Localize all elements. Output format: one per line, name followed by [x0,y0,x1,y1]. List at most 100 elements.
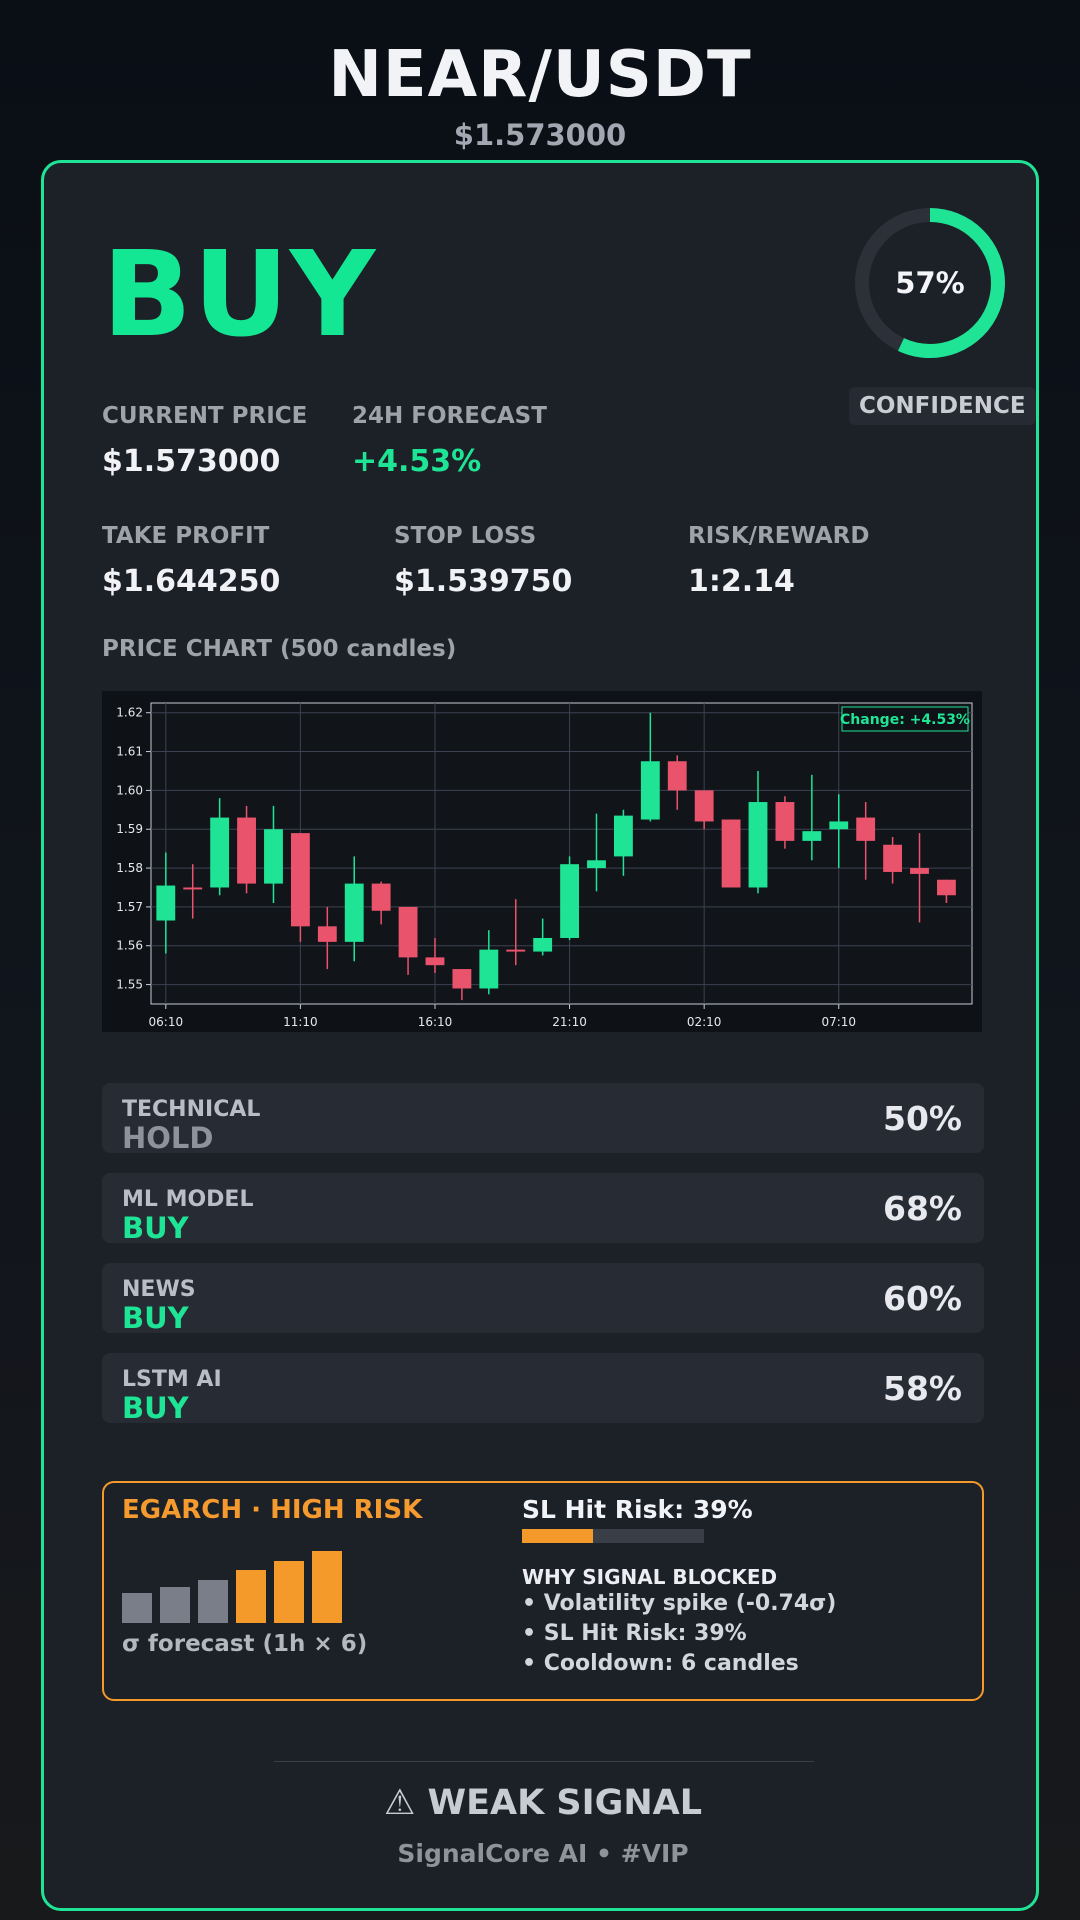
y-tick-label: 1.59 [116,822,143,836]
risk-reward-label: RISK/REWARD [688,523,870,549]
component-label: LSTM AI [122,1367,222,1392]
why-blocked-item: • SL Hit Risk: 39% [522,1621,747,1646]
x-tick-label: 16:10 [418,1015,453,1029]
component-signal: BUY [122,1301,189,1335]
signal-card: BUY 57% CONFIDENCE CURRENT PRICE $1.5730… [41,160,1039,1911]
x-tick-label: 11:10 [283,1015,318,1029]
confidence-label: CONFIDENCE [849,387,1036,425]
x-tick-label: 21:10 [552,1015,587,1029]
x-tick-label: 02:10 [687,1015,722,1029]
component-lstm-ai: LSTM AI BUY 58% [102,1353,984,1425]
change-annotation-box [841,706,969,732]
forecast-value: +4.53% [352,444,482,479]
risk-panel: EGARCH · HIGH RISK σ forecast (1h × 6) S… [102,1481,984,1701]
candle-body [560,864,579,938]
current-price-value: $1.573000 [102,444,281,479]
sl-hit-risk-bar [522,1529,704,1543]
candle-body [667,761,687,791]
brand-footer: SignalCore AI • #VIP [397,1839,689,1868]
candle-body [506,949,526,952]
sl-hit-risk-title: SL Hit Risk: 39% [522,1495,753,1524]
component-news: NEWS BUY 60% [102,1263,984,1335]
candlestick-chart: 1.55 1.56 1.57 1.58 1.59 1.60 1.61 1.62 06:10 11:… [116,702,973,1029]
candle-body [640,761,660,820]
stop-loss-value: $1.539750 [394,564,573,599]
confidence-value: 57% [895,266,965,300]
candle-body [452,969,472,989]
component-ml-model: ML MODEL BUY 68% [102,1173,984,1245]
candle-body [721,819,741,888]
risk-reward-value: 1:2.14 [688,564,795,599]
sigma-forecast-label: σ forecast (1h × 6) [122,1631,368,1657]
candle-body [237,817,256,884]
price-chart: 1.55 1.56 1.57 1.58 1.59 1.60 1.61 1.62 06:10 11:… [102,691,982,1032]
candle-body [587,860,606,869]
candle-body [910,868,929,874]
sl-hit-risk-fill [522,1529,593,1543]
sigma-forecast-bar [236,1569,266,1623]
component-pct: 58% [883,1369,962,1408]
candle-body [425,957,445,966]
candle-body [533,937,553,952]
y-tick-label: 1.58 [116,861,143,875]
candle-body [264,829,283,884]
chart-title: PRICE CHART (500 candles) [102,636,457,662]
component-pct: 60% [883,1279,962,1318]
x-tick-label: 07:10 [821,1015,856,1029]
candle-body [290,833,310,927]
forecast-label: 24H FORECAST [352,403,547,429]
pair-title: NEAR/USDT [328,38,752,112]
candle-body [613,815,633,857]
signal-action: BUY [102,225,377,363]
component-label: NEWS [122,1277,196,1302]
candle-body [883,844,903,872]
candle-body [937,879,956,896]
candle-body [210,817,230,888]
candle-body [479,949,499,989]
candle-body [775,802,795,841]
current-price-label: CURRENT PRICE [102,403,308,429]
component-signal: BUY [122,1391,189,1425]
candle-body [829,821,849,830]
candle-body [694,790,714,822]
sigma-forecast-bar [122,1592,152,1623]
why-blocked-item: • Volatility spike (-0.74σ) [522,1591,837,1616]
candle-body [156,885,176,921]
candle-body [802,831,822,841]
component-pct: 50% [883,1099,962,1138]
component-technical: TECHNICAL HOLD 50% [102,1083,984,1155]
risk-title: EGARCH · HIGH RISK [122,1495,423,1525]
sigma-forecast-bars [122,1551,342,1623]
component-signal: BUY [122,1211,189,1245]
pair-price: $1.573000 [453,118,627,152]
sigma-forecast-bar [312,1551,342,1623]
component-pct: 68% [883,1189,962,1228]
sigma-forecast-bar [198,1579,228,1623]
change-annotation: Change: +4.53% [840,712,970,728]
candle-body [371,883,391,911]
candle-body [398,906,418,958]
take-profit-value: $1.644250 [102,564,281,599]
x-tick-label: 06:10 [149,1015,184,1029]
component-signal: HOLD [122,1121,214,1155]
footer-divider [274,1761,814,1762]
y-tick-label: 1.62 [116,706,143,720]
why-blocked-title: WHY SIGNAL BLOCKED [522,1565,778,1589]
confidence-gauge [855,208,1005,358]
gauge-arc [855,208,1005,358]
candle-body [856,817,876,841]
candle-body [344,883,364,942]
y-tick-label: 1.55 [116,978,143,992]
y-tick-label: 1.61 [116,745,143,759]
y-tick-label: 1.57 [116,900,143,914]
sigma-forecast-bar [274,1561,304,1623]
candle-body [183,887,203,890]
candle-body [317,926,337,942]
component-label: ML MODEL [122,1187,254,1212]
plot-area [150,702,973,1005]
why-blocked-item: • Cooldown: 6 candles [522,1651,799,1676]
stop-loss-label: STOP LOSS [394,523,537,549]
candle-body [748,802,768,888]
sigma-forecast-bar [160,1587,190,1623]
weak-signal-label: ⚠ WEAK SIGNAL [383,1783,703,1823]
